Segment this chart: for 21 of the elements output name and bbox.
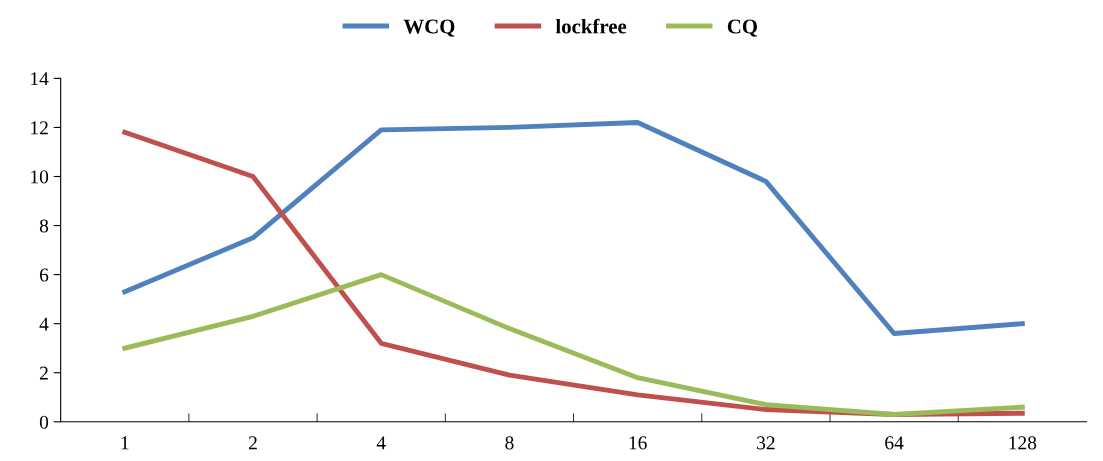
- x-tick-label: 4: [376, 436, 386, 450]
- x-tick-label: 128: [1009, 436, 1037, 450]
- y-tick-label: 8: [39, 219, 49, 233]
- x-tick-label: 32: [757, 436, 775, 450]
- y-tick-label: 14: [31, 72, 49, 86]
- x-tick-label: 1: [121, 436, 129, 450]
- x-tick-label: 8: [505, 436, 514, 450]
- x-tick-label: 2: [248, 436, 257, 450]
- y-tick-label: 12: [31, 121, 48, 135]
- line-series: [122, 272, 1025, 417]
- legend-label: CQ: [727, 19, 758, 37]
- y-tick-label: 4: [39, 317, 49, 331]
- legend-label: lockfree: [555, 18, 627, 34]
- y-tick-label: 0: [39, 415, 49, 429]
- x-tick-label: 64: [885, 436, 904, 450]
- y-tick-label: 10: [31, 170, 49, 184]
- x-tick-label: 16: [629, 436, 647, 450]
- line-series: [122, 120, 1025, 336]
- y-tick-label: 2: [39, 366, 48, 380]
- y-tick-label: 6: [39, 268, 49, 282]
- legend-label: WCQ: [403, 19, 455, 37]
